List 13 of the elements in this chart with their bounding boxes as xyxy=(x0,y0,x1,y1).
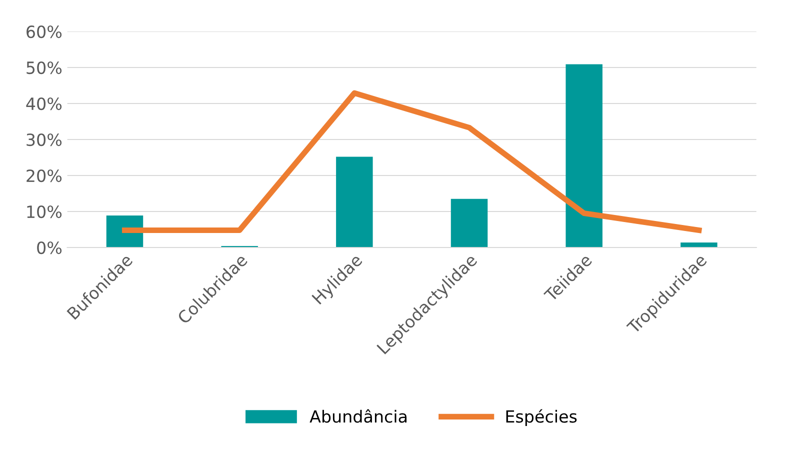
y-tick-label: 50% xyxy=(26,61,62,74)
y-tick-label: 30% xyxy=(26,133,62,146)
y-tick-label: 20% xyxy=(26,169,62,182)
y-tick-label: 40% xyxy=(26,97,62,110)
y-tick-label: 10% xyxy=(27,205,62,218)
bar xyxy=(680,242,718,248)
legend-label: Espécies xyxy=(506,409,577,426)
bar xyxy=(566,64,602,248)
bar xyxy=(336,156,373,248)
y-tick-label: 0% xyxy=(37,241,62,254)
y-tick-label: 60% xyxy=(26,25,62,38)
legend-label: Abundância xyxy=(310,409,407,423)
bar xyxy=(450,198,488,248)
